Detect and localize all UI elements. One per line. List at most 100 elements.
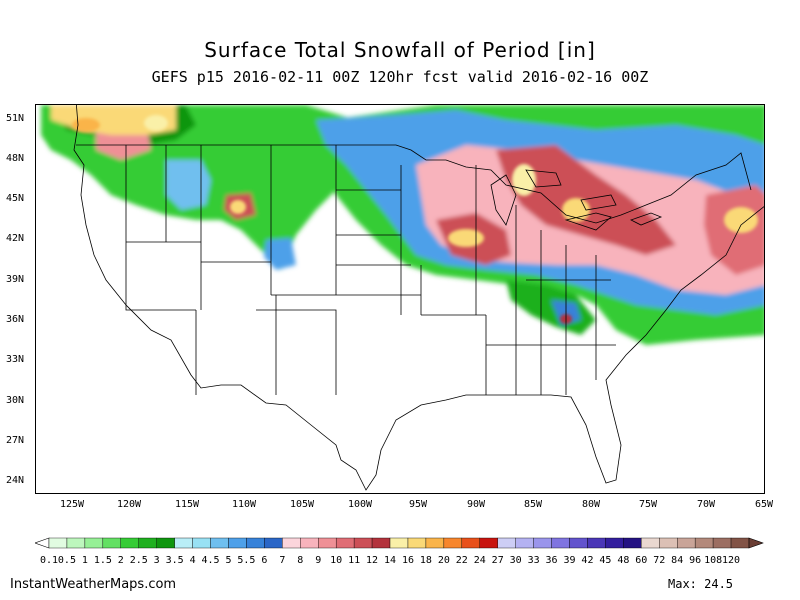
legend-swatch bbox=[694, 537, 714, 549]
legend-label: 9 bbox=[315, 555, 322, 566]
legend-swatch bbox=[102, 537, 121, 549]
lon-label: 80W bbox=[581, 499, 601, 510]
snow-max-idaho bbox=[230, 200, 246, 214]
snowfall-map-canvas bbox=[41, 105, 764, 491]
legend-label: 20 bbox=[437, 555, 450, 566]
legend-swatch bbox=[246, 537, 265, 549]
lon-label: 75W bbox=[638, 499, 658, 510]
lon-label: 125W bbox=[59, 499, 85, 510]
legend-label: 96 bbox=[689, 555, 702, 566]
legend-swatch bbox=[174, 537, 193, 549]
legend-label: 14 bbox=[383, 555, 397, 566]
legend-over-arrow bbox=[748, 537, 764, 549]
legend-swatch bbox=[551, 537, 570, 549]
lat-label: 39N bbox=[6, 274, 25, 285]
lon-label: 100W bbox=[347, 499, 373, 510]
lat-label: 45N bbox=[6, 193, 25, 204]
legend-swatch bbox=[461, 537, 480, 549]
great-lakes bbox=[490, 169, 663, 231]
legend-swatch bbox=[479, 537, 498, 549]
snow-max-maine bbox=[724, 207, 758, 233]
lon-label: 90W bbox=[466, 499, 486, 510]
lon-label: 115W bbox=[174, 499, 200, 510]
legend-label: 22 bbox=[455, 555, 468, 566]
lon-label: 65W bbox=[754, 499, 774, 510]
snowfall-fill-layer bbox=[41, 105, 764, 345]
snow-region-lakes-red bbox=[496, 145, 676, 255]
legend-swatch bbox=[712, 537, 732, 549]
legend-label: 5.5 bbox=[237, 555, 256, 566]
lon-label: 95W bbox=[408, 499, 428, 510]
snow-max-iowa bbox=[448, 229, 484, 247]
legend-swatch bbox=[156, 537, 175, 549]
legend-swatch bbox=[443, 537, 463, 549]
legend-swatch bbox=[300, 537, 319, 549]
legend-label: 2.5 bbox=[129, 555, 148, 566]
lat-label: 51N bbox=[6, 113, 25, 124]
legend-swatch bbox=[389, 537, 409, 549]
legend-swatch bbox=[407, 537, 427, 549]
legend-swatch bbox=[66, 537, 86, 549]
legend-under-arrow bbox=[35, 537, 50, 549]
legend-label: 120 bbox=[722, 555, 741, 566]
lon-label: 85W bbox=[523, 499, 543, 510]
legend-label: 3 bbox=[153, 555, 160, 566]
legend-label: 1 bbox=[81, 555, 88, 566]
legend-swatch bbox=[533, 537, 552, 549]
legend-swatch bbox=[677, 537, 696, 549]
lat-label: 27N bbox=[6, 435, 25, 446]
legend-swatch bbox=[318, 537, 337, 549]
snow-max-bc bbox=[144, 115, 168, 131]
legend-label: 30 bbox=[509, 555, 522, 566]
legend-label: 12 bbox=[366, 555, 379, 566]
snow-region-colorado-blue bbox=[264, 238, 296, 270]
legend-swatch bbox=[264, 537, 283, 549]
legend-label: 18 bbox=[419, 555, 432, 566]
legend-label: 36 bbox=[545, 555, 558, 566]
legend-label: 4 bbox=[189, 555, 196, 566]
legend-swatch bbox=[425, 537, 445, 549]
legend-swatch bbox=[84, 537, 104, 549]
legend-label: 84 bbox=[671, 555, 684, 566]
legend-swatch bbox=[48, 537, 68, 549]
legend-swatch bbox=[605, 537, 624, 549]
legend-swatch bbox=[353, 537, 373, 549]
legend-swatch bbox=[192, 537, 211, 549]
legend-label: 7 bbox=[279, 555, 286, 566]
snow-region-wyoming-blue bbox=[166, 160, 211, 210]
lon-label: 70W bbox=[696, 499, 716, 510]
legend-swatch bbox=[497, 537, 516, 549]
map-title: Surface Total Snowfall of Period [in] bbox=[204, 38, 596, 62]
legend-label: 24 bbox=[473, 555, 486, 566]
legend-label: 5 bbox=[225, 555, 232, 566]
site-credit: InstantWeatherMaps.com bbox=[10, 577, 177, 592]
legend-label: 6 bbox=[261, 555, 268, 566]
max-value-label: Max: 24.5 bbox=[668, 577, 734, 591]
legend-swatch bbox=[659, 537, 678, 549]
legend-label: 72 bbox=[653, 555, 666, 566]
legend-swatch bbox=[587, 537, 606, 549]
legend-label: 60 bbox=[635, 555, 648, 566]
legend-label: 10 bbox=[330, 555, 343, 566]
state-lines bbox=[125, 145, 616, 395]
legend-swatch bbox=[282, 537, 301, 549]
legend-label: 48 bbox=[617, 555, 630, 566]
lat-label: 48N bbox=[6, 153, 25, 164]
legend-label: 39 bbox=[563, 555, 576, 566]
legend-label: 0.1 bbox=[39, 555, 59, 566]
map-subtitle: GEFS p15 2016-02-11 00Z 120hr fcst valid… bbox=[151, 68, 649, 86]
legend-swatch bbox=[120, 537, 139, 549]
canada-border bbox=[76, 144, 752, 224]
legend-colorbar bbox=[35, 537, 764, 549]
legend-label: 0.5 bbox=[57, 555, 76, 566]
legend-swatch bbox=[623, 537, 642, 549]
legend-swatch bbox=[335, 537, 355, 549]
legend-label: 11 bbox=[348, 555, 361, 566]
legend-label: 1.5 bbox=[93, 555, 112, 566]
lat-label: 36N bbox=[6, 314, 25, 325]
lat-label: 24N bbox=[6, 475, 25, 486]
legend-swatch bbox=[641, 537, 660, 549]
snow-max-bc-west bbox=[72, 118, 100, 132]
snowfall-peak-layer bbox=[72, 115, 758, 324]
legend-swatch bbox=[138, 537, 157, 549]
